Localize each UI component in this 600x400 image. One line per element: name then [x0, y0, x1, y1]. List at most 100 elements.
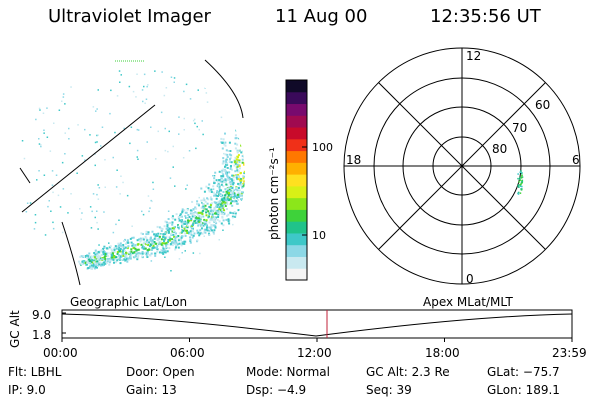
- emission-pixel: [241, 161, 244, 164]
- background-pixel: [186, 184, 188, 186]
- background-pixel: [235, 214, 237, 217]
- emission-pixel: [253, 174, 255, 176]
- emission-pixel: [93, 257, 96, 260]
- emission-pixel: [234, 147, 237, 150]
- info-dsp: Dsp: −4.9: [246, 383, 307, 397]
- color-bar-frame: [285, 79, 308, 281]
- emission-pixel: [232, 183, 235, 186]
- emission-pixel: [213, 180, 215, 183]
- emission-pixel: [217, 184, 220, 187]
- emission-pixel: [208, 183, 211, 186]
- emission-pixel: [96, 256, 98, 259]
- emission-pixel: [235, 187, 238, 190]
- emission-pixel: [188, 232, 190, 235]
- emission-pixel: [108, 258, 111, 260]
- emission-pixel: [261, 183, 263, 185]
- background-pixel: [26, 202, 29, 204]
- background-pixel: [237, 96, 239, 98]
- emission-pixel: [112, 250, 114, 253]
- emission-pixel: [246, 194, 248, 196]
- background-pixel: [51, 184, 54, 186]
- emission-pixel: [127, 258, 130, 261]
- emission-pixel: [78, 262, 81, 265]
- emission-pixel: [247, 193, 249, 195]
- emission-pixel: [119, 248, 122, 250]
- background-pixel: [36, 179, 38, 181]
- emission-pixel: [248, 182, 250, 184]
- emission-pixel: [231, 200, 234, 203]
- emission-pixel: [156, 225, 159, 228]
- polar-emission-pixel: [521, 180, 524, 183]
- altitude-curve: [61, 313, 573, 337]
- emission-pixel: [253, 174, 255, 176]
- emission-pixel: [248, 178, 250, 180]
- emission-pixel: [250, 192, 252, 194]
- emission-pixel: [129, 254, 132, 256]
- emission-pixel: [171, 221, 174, 224]
- polar-emission-pixel: [519, 192, 522, 194]
- emission-pixel: [259, 159, 261, 161]
- emission-pixel: [225, 159, 227, 162]
- emission-pixel: [247, 150, 249, 152]
- background-pixel: [184, 250, 186, 252]
- emission-pixel: [119, 262, 122, 265]
- emission-pixel: [142, 247, 145, 250]
- emission-pixel: [96, 266, 98, 269]
- emission-pixel: [110, 253, 113, 256]
- emission-pixel: [239, 171, 242, 174]
- emission-pixel: [235, 200, 238, 202]
- emission-pixel: [153, 237, 156, 240]
- emission-pixel: [220, 212, 223, 215]
- background-pixel: [38, 138, 40, 140]
- emission-pixel: [230, 192, 232, 195]
- emission-pixel: [134, 244, 137, 247]
- emission-pixel: [142, 238, 145, 241]
- emission-pixel: [145, 252, 148, 255]
- emission-pixel: [215, 197, 218, 200]
- emission-pixel: [129, 237, 132, 240]
- background-pixel: [44, 234, 47, 236]
- background-pixel: [64, 132, 66, 134]
- emission-pixel: [241, 197, 244, 200]
- emission-pixel: [186, 229, 188, 232]
- emission-pixel: [119, 242, 122, 245]
- emission-pixel: [106, 254, 109, 257]
- emission-pixel: [164, 237, 167, 240]
- polar-emission-pixel: [520, 188, 522, 190]
- background-pixel: [67, 75, 69, 78]
- background-pixel: [46, 136, 49, 138]
- emission-pixel: [92, 263, 95, 266]
- emission-pixel: [164, 251, 167, 254]
- emission-pixel: [234, 134, 237, 137]
- emission-pixel: [178, 219, 181, 222]
- emission-pixel: [254, 168, 256, 170]
- emission-pixel: [246, 188, 248, 190]
- emission-pixel: [162, 247, 165, 250]
- emission-pixel: [227, 194, 230, 197]
- background-pixel: [163, 94, 166, 97]
- emission-pixel: [223, 209, 226, 212]
- emission-pixel: [239, 167, 241, 170]
- emission-pixel: [224, 201, 227, 204]
- background-pixel: [136, 156, 138, 158]
- background-pixel: [46, 107, 48, 109]
- emission-pixel: [222, 191, 225, 193]
- background-pixel: [115, 223, 117, 226]
- emission-pixel: [193, 232, 196, 235]
- background-pixel: [104, 186, 106, 188]
- emission-pixel: [229, 167, 232, 170]
- emission-pixel: [234, 170, 237, 173]
- emission-pixel: [125, 253, 128, 256]
- emission-pixel: [152, 247, 155, 250]
- emission-pixel: [146, 253, 149, 255]
- emission-pixel: [200, 227, 203, 230]
- background-pixel: [160, 111, 163, 114]
- emission-pixel: [235, 202, 238, 205]
- background-pixel: [136, 149, 139, 152]
- emission-pixel: [255, 167, 257, 169]
- emission-pixel: [236, 167, 239, 170]
- color-bar-segment: [286, 80, 307, 93]
- emission-pixel: [197, 222, 199, 225]
- timeline-x-tick-1200: 12:00: [297, 346, 332, 360]
- emission-pixel: [171, 227, 174, 230]
